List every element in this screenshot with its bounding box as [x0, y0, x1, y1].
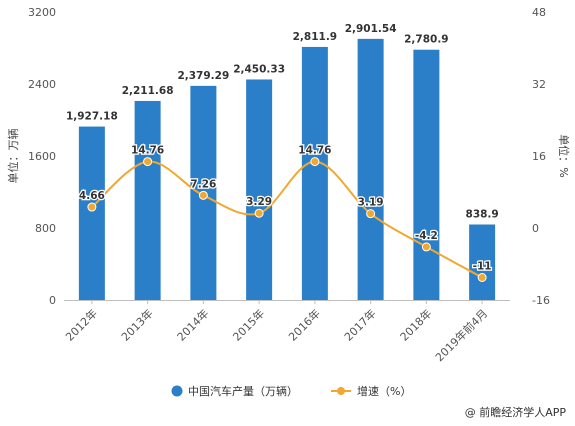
bar [413, 49, 440, 301]
x-tick-label: 2014年 [174, 306, 211, 343]
source-credit: @ 前瞻经济学人APP [465, 405, 567, 419]
line-value-label: -4.2 [415, 230, 438, 242]
bar-value-label: 1,927.18 [66, 111, 118, 123]
bar-value-label: 2,780.9 [404, 34, 449, 46]
x-tick-label: 2015年 [230, 306, 267, 343]
legend-line-marker [337, 387, 345, 395]
line-point [87, 202, 97, 212]
y-right-axis-title: 单位：% [557, 134, 571, 177]
line-value-label: 4.66 [79, 190, 105, 202]
y-right-tick-label: 16 [532, 150, 546, 163]
y-left-tick-label: 3200 [28, 6, 56, 19]
bar-series [78, 38, 496, 301]
line-value-label: 7.26 [190, 178, 216, 190]
line-point [143, 157, 153, 167]
line-point [254, 208, 264, 218]
bar-data-labels: 1,927.18 2,211.682,379.29 2,450.33 2,811.9 2… [66, 23, 499, 221]
y-left-tick-label: 800 [35, 222, 56, 235]
bar-value-label: 2,450.33 [233, 63, 285, 75]
bar-value-label: 838.9 [466, 208, 499, 220]
bar-value-label: 2,379.29 [177, 70, 229, 82]
bar [469, 224, 496, 300]
line-value-label: -11 [473, 261, 492, 273]
x-tick-label: 2012年 [63, 306, 100, 343]
line-series [87, 157, 487, 282]
bar [357, 38, 384, 301]
legend-line-label: 增速（%） [357, 384, 411, 398]
line-point [421, 242, 431, 252]
y-right-tick-label: 48 [532, 6, 546, 19]
line-point [477, 273, 487, 282]
line-value-label: 14.76 [131, 145, 164, 157]
growth-line [91, 160, 483, 279]
bar-value-label: 2,811.9 [293, 31, 338, 43]
bar [301, 46, 328, 300]
line-value-label: 14.76 [298, 145, 331, 157]
y-left-tick-label: 2400 [28, 78, 56, 91]
y-right-tick-label: 32 [532, 78, 546, 91]
x-tick-label: 2017年 [341, 306, 378, 343]
line-data-labels: 4.66 14.76 7.26 3.29 14.76 3.19 -4.2 -11 [78, 143, 493, 273]
legend-bar-swatch [171, 385, 183, 397]
bar [134, 100, 161, 301]
y-left-tick-label: 1600 [28, 150, 56, 163]
x-tick-label: 2018年 [397, 306, 434, 343]
line-value-label: 3.29 [246, 196, 272, 208]
line-value-label: 3.19 [358, 197, 384, 209]
legend-bar-label: 中国汽车产量（万辆） [188, 384, 298, 398]
bar-value-label: 2,901.54 [345, 23, 397, 35]
bar [78, 126, 105, 300]
y-left-axis-title: 单位：万辆 [6, 129, 20, 184]
x-tick-label: 2016年 [286, 306, 323, 343]
x-tick-label: 2019年前4月 [432, 306, 490, 364]
y-left-tick-label: 0 [49, 294, 56, 307]
x-tick-label: 2013年 [118, 306, 155, 343]
line-point [366, 209, 376, 219]
line-point [198, 190, 208, 200]
legend: 中国汽车产量（万辆） 增速（%） [171, 384, 411, 398]
bar-value-label: 2,211.68 [122, 85, 174, 97]
line-point [310, 157, 320, 167]
y-right-tick-label: 0 [532, 222, 539, 235]
y-right-tick-label: -16 [532, 294, 550, 307]
bar [246, 79, 273, 300]
